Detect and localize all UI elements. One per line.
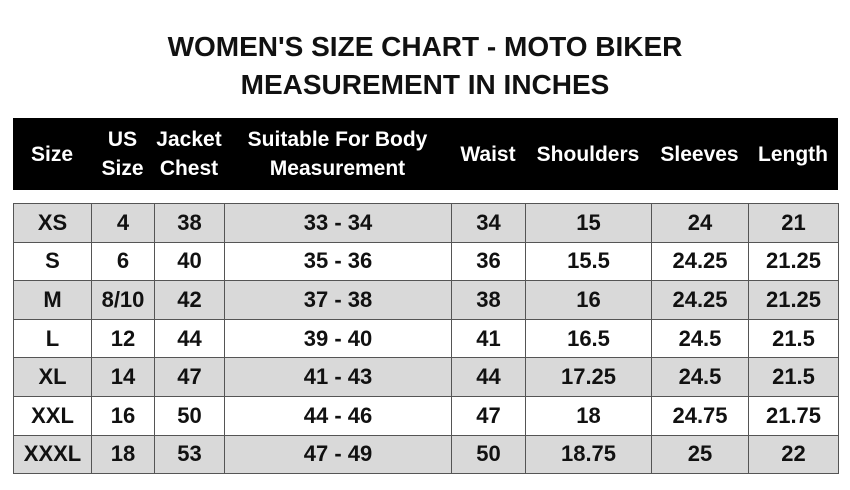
table-row: XXL 16 50 44 - 46 47 18 24.75 21.75 (13, 395, 839, 436)
cell-waist: 50 (451, 434, 526, 475)
cell-jacket-chest: 44 (154, 318, 225, 359)
header-us-size-line: Size (101, 157, 144, 180)
cell-size: S (13, 241, 92, 282)
cell-waist: 34 (451, 203, 526, 243)
header-body-measurement: Suitable For Body Measurement (224, 118, 451, 190)
header-size: Size (13, 118, 91, 190)
cell-sleeves: 25 (651, 434, 749, 475)
cell-body-measurement: 35 - 36 (224, 241, 452, 282)
cell-shoulders: 15.5 (525, 241, 652, 282)
cell-length: 21.25 (748, 241, 839, 282)
header-jacket-chest-line: Chest (159, 157, 219, 180)
cell-jacket-chest: 42 (154, 280, 225, 320)
cell-size: XS (13, 203, 92, 243)
cell-us-size: 16 (91, 395, 155, 436)
header-waist: Waist (451, 118, 525, 190)
cell-length: 21.75 (748, 395, 839, 436)
header-sleeves-line: Sleeves (660, 142, 739, 166)
cell-jacket-chest: 38 (154, 203, 225, 243)
cell-us-size: 14 (91, 357, 155, 397)
cell-waist: 38 (451, 280, 526, 320)
cell-us-size: 8/10 (91, 280, 155, 320)
cell-sleeves: 24.25 (651, 241, 749, 282)
cell-size: XL (13, 357, 92, 397)
table-row: M 8/10 42 37 - 38 38 16 24.25 21.25 (13, 280, 839, 320)
chart-subtitle: MEASUREMENT IN INCHES (240, 69, 610, 100)
cell-sleeves: 24.5 (651, 357, 749, 397)
cell-waist: 44 (451, 357, 526, 397)
cell-shoulders: 16.5 (525, 318, 652, 359)
cell-size: XXL (13, 395, 92, 436)
cell-body-measurement: 39 - 40 (224, 318, 452, 359)
table-row: XL 14 47 41 - 43 44 17.25 24.5 21.5 (13, 357, 839, 397)
header-us-size: US Size (91, 118, 154, 190)
header-shoulders: Shoulders (525, 118, 651, 190)
cell-body-measurement: 47 - 49 (224, 434, 452, 475)
cell-shoulders: 16 (525, 280, 652, 320)
cell-sleeves: 24.75 (651, 395, 749, 436)
header-jacket-chest-line: Jacket (156, 128, 222, 151)
cell-shoulders: 17.25 (525, 357, 652, 397)
cell-waist: 47 (451, 395, 526, 436)
cell-shoulders: 15 (525, 203, 652, 243)
chart-title: WOMEN'S SIZE CHART - MOTO BIKER (167, 31, 683, 62)
header-waist-line: Waist (460, 142, 516, 166)
cell-length: 21.5 (748, 318, 839, 359)
cell-body-measurement: 33 - 34 (224, 203, 452, 243)
cell-jacket-chest: 47 (154, 357, 225, 397)
table-row: XS 4 38 33 - 34 34 15 24 21 (13, 203, 839, 243)
cell-size: M (13, 280, 92, 320)
cell-body-measurement: 37 - 38 (224, 280, 452, 320)
cell-us-size: 18 (91, 434, 155, 475)
cell-shoulders: 18.75 (525, 434, 652, 475)
header-size-line: Size (30, 142, 74, 166)
header-length-line: Length (758, 142, 828, 166)
table-row: XXXL 18 53 47 - 49 50 18.75 25 22 (13, 434, 839, 475)
size-table: XS 4 38 33 - 34 34 15 24 21 S 6 40 35 - 36 36 15.5 24.… (13, 203, 839, 475)
cell-us-size: 12 (91, 318, 155, 359)
cell-sleeves: 24 (651, 203, 749, 243)
header-shoulders-line: Shoulders (536, 142, 640, 166)
cell-shoulders: 18 (525, 395, 652, 436)
cell-length: 21 (748, 203, 839, 243)
table-row: L 12 44 39 - 40 41 16.5 24.5 21.5 (13, 318, 839, 359)
header-body-measurement-line: Suitable For Body (247, 128, 428, 151)
cell-body-measurement: 44 - 46 (224, 395, 452, 436)
header-jacket-chest: Jacket Chest (154, 118, 224, 190)
cell-jacket-chest: 53 (154, 434, 225, 475)
cell-us-size: 6 (91, 241, 155, 282)
cell-sleeves: 24.5 (651, 318, 749, 359)
cell-size: XXXL (13, 434, 92, 475)
cell-length: 21.25 (748, 280, 839, 320)
cell-sleeves: 24.25 (651, 280, 749, 320)
cell-size: L (13, 318, 92, 359)
table-row: S 6 40 35 - 36 36 15.5 24.25 21.25 (13, 241, 839, 282)
cell-body-measurement: 41 - 43 (224, 357, 452, 397)
header-us-size-line: US (107, 128, 138, 151)
header-body-measurement-line: Measurement (269, 157, 406, 180)
cell-jacket-chest: 50 (154, 395, 225, 436)
header-sleeves: Sleeves (651, 118, 748, 190)
cell-us-size: 4 (91, 203, 155, 243)
cell-length: 22 (748, 434, 839, 475)
table-header: Size US Size Jacket Chest Suitable For Body Me… (13, 118, 838, 190)
header-length: Length (748, 118, 838, 190)
cell-length: 21.5 (748, 357, 839, 397)
cell-jacket-chest: 40 (154, 241, 225, 282)
cell-waist: 36 (451, 241, 526, 282)
cell-waist: 41 (451, 318, 526, 359)
